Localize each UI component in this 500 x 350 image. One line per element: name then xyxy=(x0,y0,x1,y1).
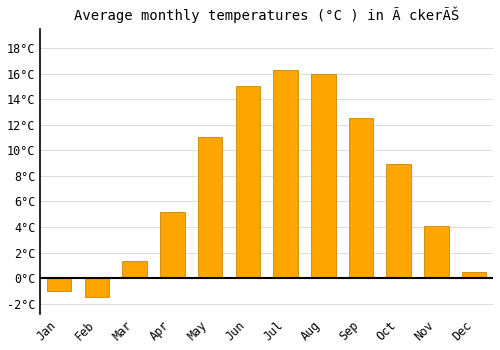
Bar xyxy=(122,261,147,278)
Bar xyxy=(160,212,184,278)
Bar xyxy=(424,226,448,278)
Bar xyxy=(198,138,222,278)
Bar xyxy=(84,278,109,297)
Title: Average monthly temperatures (°C ) in Ã ckerÃŠ: Average monthly temperatures (°C ) in Ã … xyxy=(74,7,460,23)
Bar xyxy=(348,118,374,278)
Bar xyxy=(236,86,260,278)
Bar xyxy=(274,70,298,278)
Bar xyxy=(462,272,486,278)
Bar xyxy=(386,164,411,278)
Bar xyxy=(311,74,336,278)
Bar xyxy=(47,278,72,291)
